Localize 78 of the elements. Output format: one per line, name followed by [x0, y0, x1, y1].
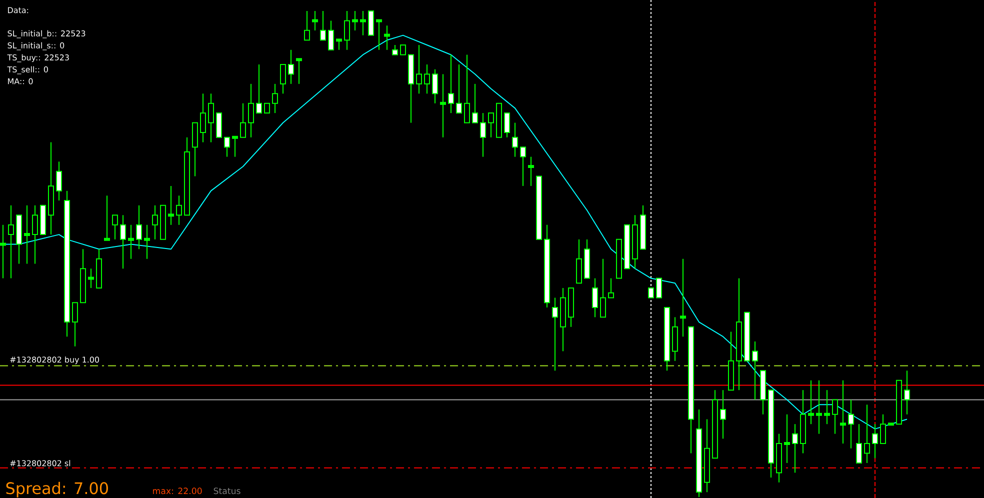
- candlestick: [256, 64, 262, 114]
- candlestick: [608, 278, 614, 298]
- candlestick: [304, 10, 310, 41]
- candlestick: [232, 136, 238, 158]
- candlestick: [0, 224, 6, 279]
- candlestick: [464, 54, 470, 124]
- candlestick: [208, 93, 214, 143]
- candlestick: [880, 414, 886, 444]
- candlestick: [200, 93, 206, 143]
- candlestick: [312, 10, 318, 31]
- candlestick: [248, 83, 254, 138]
- candlestick: [856, 424, 862, 464]
- candlestick: [360, 10, 366, 36]
- candlestick: [72, 302, 78, 347]
- candlestick: [552, 297, 558, 372]
- candlestick: [240, 102, 246, 138]
- candlestick: [488, 112, 494, 138]
- candlestick: [264, 102, 270, 114]
- candlestick: [336, 38, 342, 50]
- candlestick: [32, 204, 38, 264]
- candlestick: [816, 380, 822, 434]
- candlestick: [224, 136, 230, 158]
- candlestick: [472, 83, 478, 124]
- candlestick: [104, 195, 110, 241]
- candlestick: [416, 44, 422, 94]
- candlestick: [784, 414, 790, 464]
- candlestick: [592, 278, 598, 318]
- candlestick: [480, 112, 486, 158]
- candlestick: [432, 68, 438, 104]
- candlestick: [280, 64, 286, 94]
- candlestick: [376, 19, 382, 50]
- candlestick: [600, 258, 606, 318]
- candlestick: [88, 268, 94, 289]
- candlestick: [872, 424, 878, 459]
- candlestick: [120, 214, 126, 270]
- candlestick: [384, 25, 390, 50]
- candlestick: [296, 58, 302, 84]
- candlestick: [824, 390, 830, 425]
- candlestick: [680, 258, 686, 338]
- candlestick: [56, 161, 62, 202]
- candlestick: [904, 370, 910, 415]
- candlestick: [168, 185, 174, 226]
- candlestick: [520, 146, 526, 186]
- candlestick: [320, 10, 326, 41]
- candlestick: [424, 64, 430, 94]
- candlestick: [840, 380, 846, 444]
- candlestick: [24, 204, 30, 264]
- candlestick: [440, 74, 446, 138]
- candlestick: [400, 44, 406, 56]
- candlestick: [504, 112, 510, 138]
- candlestick: [512, 122, 518, 158]
- candlestick: [352, 10, 358, 31]
- candlestick: [792, 424, 798, 474]
- candlestick: [328, 20, 334, 50]
- candlestick: [288, 49, 294, 84]
- candlestick: [752, 340, 758, 400]
- candlestick: [176, 195, 182, 226]
- candlestick: [528, 156, 534, 186]
- candlestick: [8, 204, 14, 279]
- candlestick: [832, 399, 838, 434]
- candlestick: [448, 54, 454, 114]
- annotation: max: 22.00: [153, 488, 202, 494]
- candlestick: [456, 64, 462, 114]
- candlestick: [144, 224, 150, 260]
- candlestick: [656, 278, 662, 298]
- annotation: Status: [214, 488, 240, 494]
- candlestick: [344, 10, 350, 50]
- candlestick: [864, 404, 870, 464]
- candlestick: [808, 380, 814, 425]
- candlestick: [848, 399, 854, 449]
- candlestick: [136, 204, 142, 250]
- candlestick: [272, 83, 278, 114]
- annotation: Spread: 7.00: [6, 482, 108, 498]
- candlestick: [128, 224, 134, 260]
- candlestick: [720, 390, 726, 440]
- candlestick: [152, 204, 158, 240]
- candlestick: [112, 214, 118, 240]
- candlestick: [392, 44, 398, 56]
